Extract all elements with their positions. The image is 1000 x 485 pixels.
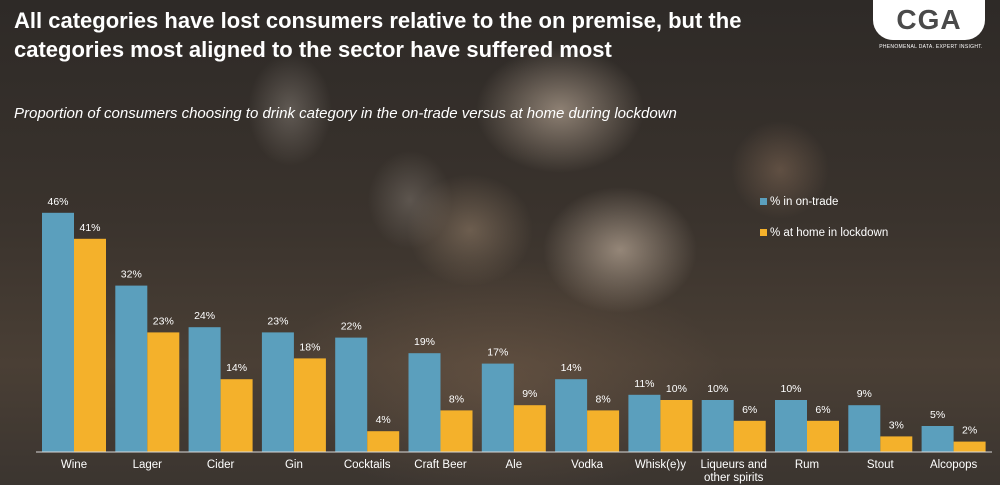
bar-on-trade-vodka <box>555 379 588 452</box>
data-label-on-trade-gin: 23% <box>267 315 288 327</box>
data-label-at-home-gin: 18% <box>299 341 320 353</box>
bar-on-trade-lager <box>115 285 148 452</box>
x-tick-label-lager: Lager <box>133 459 163 471</box>
x-tick-label-alcopops: Alcopops <box>930 459 978 471</box>
legend-item-on-trade: % in on-trade <box>760 196 838 210</box>
x-tick-label-gin: Gin <box>285 459 303 471</box>
bar-on-trade-liqueurs-and-other-spirits <box>701 400 734 452</box>
x-tick-label-rum: Rum <box>795 459 819 471</box>
x-tick-label-whisk-e-y: Whisk(e)y <box>635 459 686 471</box>
bar-at-home-alcopops <box>953 441 986 452</box>
bar-on-trade-rum <box>775 400 807 452</box>
legend-item-at-home: % at home in lockdown <box>760 227 888 241</box>
data-label-on-trade-ale: 17% <box>487 347 508 359</box>
bar-at-home-ale <box>513 405 546 452</box>
bar-at-home-vodka <box>587 410 620 452</box>
data-label-at-home-whisk-e-y: 10% <box>666 383 687 395</box>
data-label-at-home-cider: 14% <box>226 362 247 374</box>
bar-at-home-lager <box>147 332 180 452</box>
data-label-on-trade-alcopops: 5% <box>930 409 945 421</box>
bar-at-home-craft-beer <box>440 410 473 452</box>
cga-logo: CGA <box>873 0 985 40</box>
bar-at-home-liqueurs-and-other-spirits <box>733 420 766 452</box>
data-label-on-trade-stout: 9% <box>857 388 872 400</box>
data-label-at-home-stout: 3% <box>889 419 904 431</box>
x-tick-label-stout: Stout <box>867 459 895 471</box>
data-label-at-home-liqueurs-and-other-spirits: 6% <box>742 404 757 416</box>
chart-subtitle: Proportion of consumers choosing to drin… <box>14 105 677 122</box>
x-tick-label-cider: Cider <box>207 459 235 471</box>
bar-at-home-cider <box>220 379 253 452</box>
x-tick-label-liqueurs-and-other-spirits: Liqueurs and other spirits <box>700 459 767 484</box>
data-label-at-home-craft-beer: 8% <box>449 393 464 405</box>
data-label-on-trade-cocktails: 22% <box>341 321 362 333</box>
data-label-at-home-rum: 6% <box>815 404 830 416</box>
bar-at-home-gin <box>293 358 326 452</box>
bar-on-trade-cider <box>188 327 221 452</box>
data-label-at-home-alcopops: 2% <box>962 425 977 437</box>
data-label-at-home-ale: 9% <box>522 388 537 400</box>
legend-swatch-at-home <box>760 229 767 237</box>
data-label-at-home-cocktails: 4% <box>376 414 391 426</box>
x-tick-label-cocktails: Cocktails <box>344 459 391 471</box>
bar-on-trade-whisk-e-y <box>628 394 661 452</box>
bar-on-trade-stout <box>848 405 881 452</box>
legend-label-on-trade: % in on-trade <box>770 196 839 208</box>
data-label-on-trade-vodka: 14% <box>561 362 582 374</box>
bar-at-home-whisk-e-y <box>660 400 693 452</box>
bar-at-home-stout <box>880 436 913 452</box>
data-label-on-trade-cider: 24% <box>194 310 215 322</box>
x-tick-label-wine: Wine <box>61 459 87 471</box>
data-label-at-home-lager: 23% <box>153 315 174 327</box>
chart-headline: All categories have lost consumers relat… <box>14 8 742 62</box>
bar-on-trade-ale <box>481 363 514 452</box>
x-tick-label-craft-beer: Craft Beer <box>414 459 467 471</box>
data-label-on-trade-wine: 46% <box>47 196 68 208</box>
legend-label-at-home: % at home in lockdown <box>770 227 889 239</box>
x-tick-label-vodka: Vodka <box>571 459 604 471</box>
x-tick-label-ale: Ale <box>505 459 522 471</box>
data-label-on-trade-craft-beer: 19% <box>414 336 435 348</box>
bar-at-home-cocktails <box>367 431 400 452</box>
bar-on-trade-cocktails <box>335 337 368 452</box>
logo-wordmark: CGA <box>896 4 962 35</box>
data-label-on-trade-lager: 32% <box>121 269 142 281</box>
legend-swatch-on-trade <box>760 198 767 206</box>
data-label-at-home-wine: 41% <box>79 222 100 234</box>
data-label-on-trade-whisk-e-y: 11% <box>634 378 654 390</box>
bar-on-trade-alcopops <box>921 426 954 452</box>
bar-on-trade-wine <box>42 212 74 452</box>
logo-tagline: PHENOMENAL DATA. EXPERT INSIGHT. <box>879 44 983 50</box>
bar-at-home-wine <box>74 238 106 452</box>
bar-on-trade-craft-beer <box>408 353 441 452</box>
bar-on-trade-gin <box>261 332 294 452</box>
data-label-on-trade-rum: 10% <box>780 383 801 395</box>
bar-at-home-rum <box>807 420 839 452</box>
data-label-at-home-vodka: 8% <box>596 393 611 405</box>
data-label-on-trade-liqueurs-and-other-spirits: 10% <box>707 383 728 395</box>
